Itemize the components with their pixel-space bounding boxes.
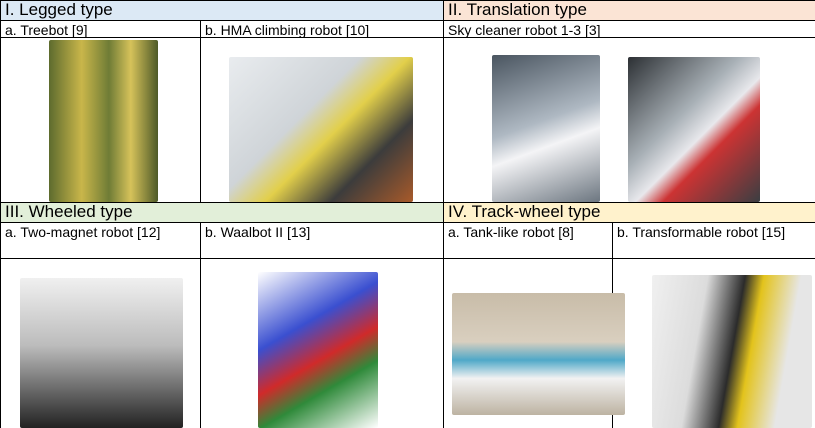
item-label: Sky cleaner robot 1-3 [3] [443, 20, 815, 38]
item-label: b. Transformable robot [15] [612, 222, 815, 259]
item-label: b. Waalbot II [13] [200, 222, 444, 259]
section-title: IV. Track-wheel type [443, 202, 815, 223]
photo [452, 293, 625, 415]
item-label: a. Two-magnet robot [12] [0, 222, 201, 259]
photo [258, 272, 378, 428]
item-label: a. Tank-like robot [8] [443, 222, 613, 259]
photo [20, 278, 183, 428]
photo [628, 57, 760, 202]
photo [49, 40, 158, 202]
photo [492, 55, 600, 202]
section-title: II. Translation type [443, 0, 815, 21]
section-title: I. Legged type [0, 0, 444, 21]
photo [229, 57, 413, 202]
item-label: b. HMA climbing robot [10] [200, 20, 444, 38]
photo [652, 275, 812, 428]
item-label: a. Treebot [9] [0, 20, 201, 38]
section-title: III. Wheeled type [0, 202, 444, 223]
